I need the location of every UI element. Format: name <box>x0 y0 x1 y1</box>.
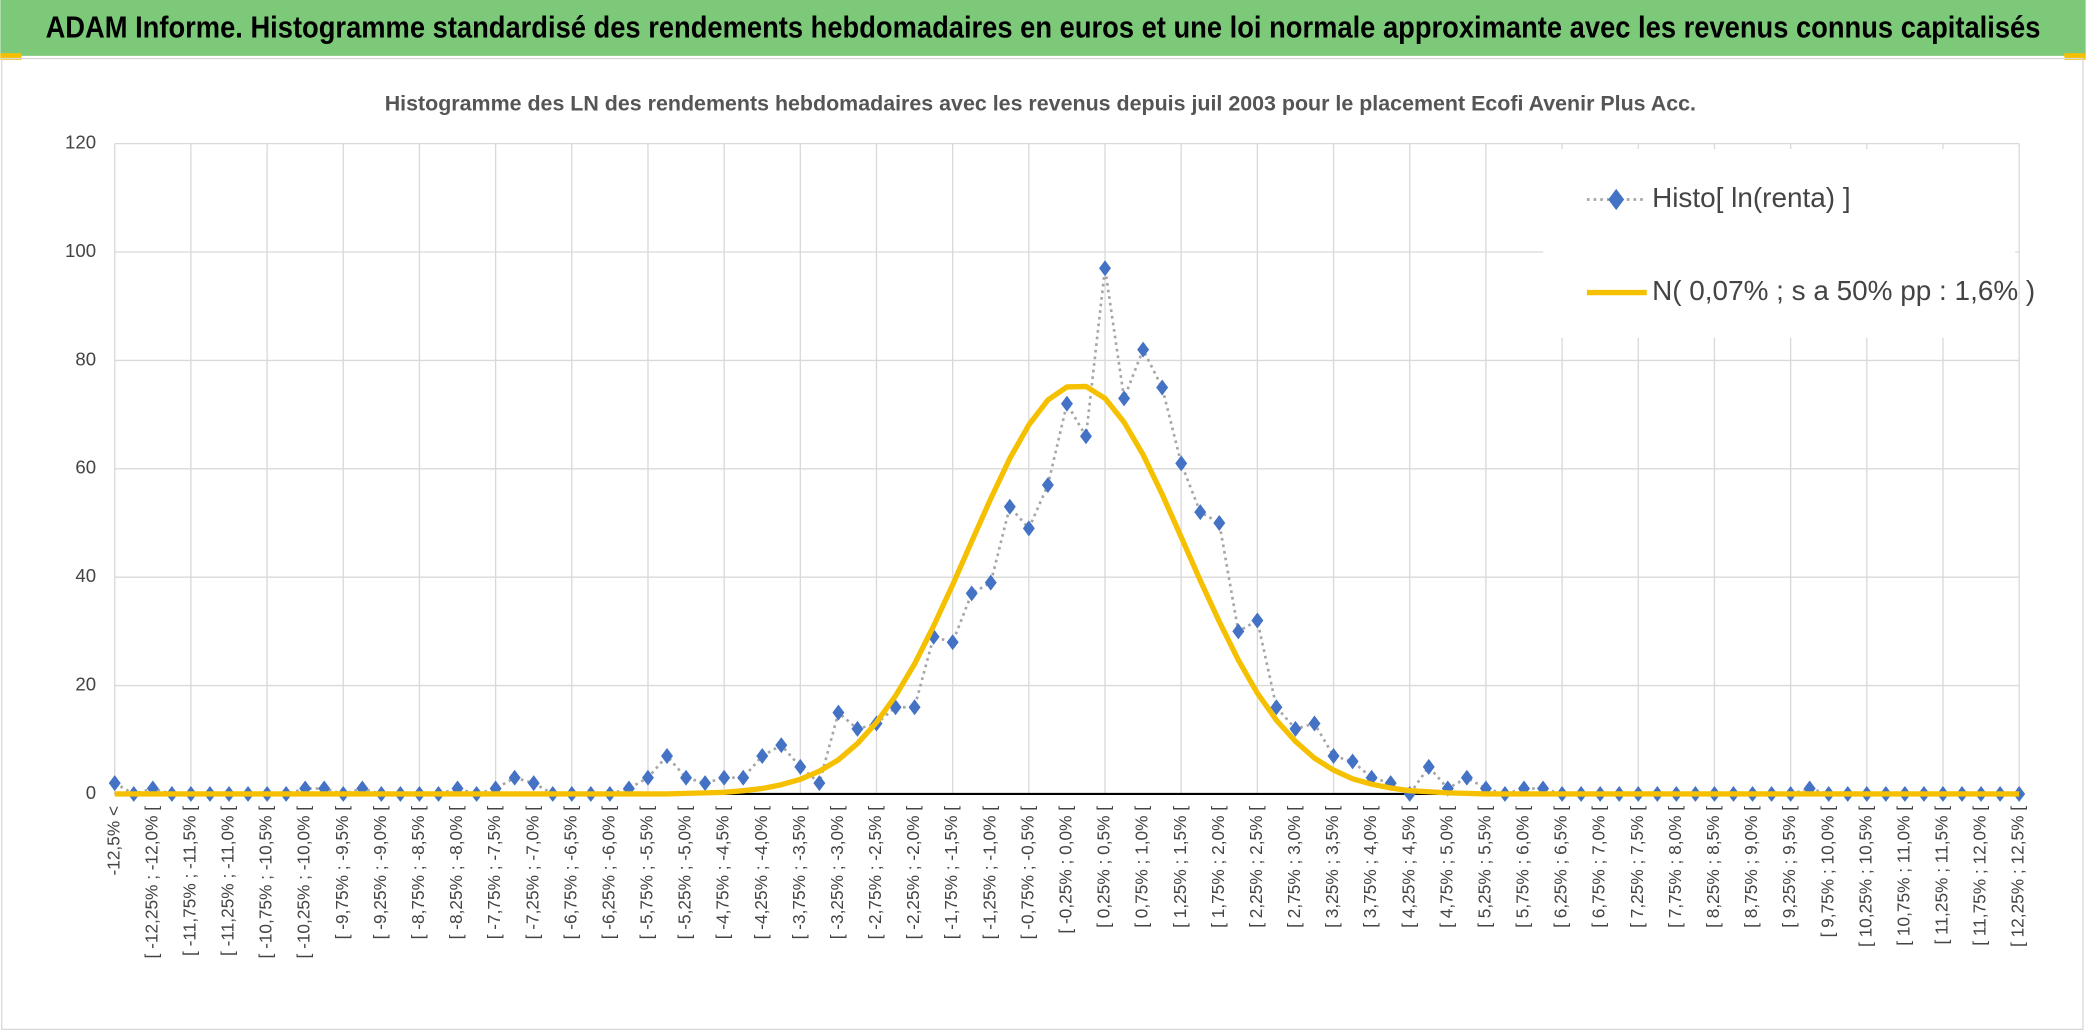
marker <box>775 737 788 754</box>
x-tick-label: [ -11,75% ; -11,5% [ <box>179 806 199 956</box>
x-tick-label: -12,5% < <box>103 806 123 876</box>
x-tick-label: [ 12,25% ; 12,5% [ <box>2008 806 2028 947</box>
header-band <box>0 0 2086 56</box>
y-tick-label: 60 <box>75 457 96 478</box>
x-tick-label: [ -3,75% ; -3,5% [ <box>789 806 809 940</box>
y-tick-label: 40 <box>75 565 96 586</box>
x-tick-label: [ -6,25% ; -6,0% [ <box>598 806 618 940</box>
marker <box>737 769 750 786</box>
header-accent <box>0 53 22 60</box>
x-tick-label: [ 6,75% ; 7,0% [ <box>1589 806 1609 928</box>
x-tick-label: [ -12,25% ; -12,0% [ <box>141 806 161 959</box>
x-tick-label: [ 2,25% ; 2,5% [ <box>1246 806 1266 928</box>
x-tick-label: [ -7,75% ; -7,5% [ <box>484 806 504 940</box>
marker <box>1460 769 1473 786</box>
x-tick-label: [ 4,75% ; 5,0% [ <box>1436 806 1456 928</box>
x-tick-label: [ 5,25% ; 5,5% [ <box>1474 806 1494 928</box>
x-tick-label: [ -2,75% ; -2,5% [ <box>865 806 885 940</box>
x-tick-label: [ -5,25% ; -5,0% [ <box>675 806 695 940</box>
x-tick-label: [ 10,75% ; 11,0% [ <box>1893 806 1913 946</box>
marker <box>1251 612 1264 629</box>
marker <box>813 775 826 792</box>
x-tick-label: [ -1,75% ; -1,5% [ <box>941 806 961 940</box>
marker <box>1327 748 1340 764</box>
chart-frame <box>1 57 2084 1031</box>
marker <box>1270 699 1283 716</box>
x-tick-label: [ 3,25% ; 3,5% [ <box>1322 806 1342 928</box>
x-tick-label: [ 6,25% ; 6,5% [ <box>1551 806 1571 928</box>
y-tick-label: 20 <box>75 673 96 694</box>
x-tick-label: [ 8,75% ; 9,0% [ <box>1741 806 1761 928</box>
marker <box>984 574 997 591</box>
marker <box>680 769 693 786</box>
plot-area: 0 20 40 60 80 100 120 -12,5% < [ -12,25% ; -12,0… <box>65 132 2035 959</box>
legend-label: Histo[ ln(renta) ] <box>1652 182 1851 213</box>
x-tick-label: [ -5,75% ; -5,5% [ <box>637 806 657 940</box>
x-tick-label: [ -0,25% ; 0,0% [ <box>1056 806 1076 934</box>
marker <box>1099 260 1112 277</box>
marker <box>1041 477 1054 494</box>
marker <box>946 634 959 651</box>
x-tick-label: [ 10,25% ; 10,5% [ <box>1855 806 1875 947</box>
marker <box>699 775 712 792</box>
x-tick-label: [ 1,75% ; 2,0% [ <box>1208 806 1228 928</box>
chart-title: Histogramme des LN des rendements hebdom… <box>385 92 1696 116</box>
x-tick-label: [ 3,75% ; 4,0% [ <box>1360 806 1380 928</box>
x-tick-label: [ -11,25% ; -11,0% [ <box>218 806 238 956</box>
legend-box <box>1543 148 2016 338</box>
x-tick-label: [ 2,75% ; 3,0% [ <box>1284 806 1304 928</box>
marker <box>1422 758 1435 775</box>
x-tick-label: [ -10,25% ; -10,0% [ <box>294 806 314 959</box>
x-tick-label: [ -1,25% ; -1,0% [ <box>979 806 999 940</box>
marker <box>1118 390 1131 407</box>
marker <box>1156 379 1169 396</box>
x-tick-label: [ -6,75% ; -6,5% [ <box>560 806 580 940</box>
marker <box>832 704 845 721</box>
x-tick-label: [ 7,75% ; 8,0% [ <box>1665 806 1685 928</box>
marker <box>527 775 540 792</box>
x-tick-label: [ 0,25% ; 0,5% [ <box>1094 806 1114 928</box>
x-tick-label: [ -2,25% ; -2,0% [ <box>903 806 923 940</box>
marker <box>1194 504 1207 521</box>
legend-label: N( 0,07% ; s a 50% pp : 1,6% ) <box>1652 275 2035 306</box>
series-line <box>114 383 2020 797</box>
y-tick-label: 80 <box>75 348 96 369</box>
y-tick-label: 0 <box>86 782 96 803</box>
x-tick-label: [ 7,25% ; 7,5% [ <box>1627 806 1647 928</box>
x-tick-label: [ -8,25% ; -8,0% [ <box>446 806 466 940</box>
x-tick-label: [ -9,75% ; -9,5% [ <box>332 806 352 940</box>
x-tick-label: [ -4,75% ; -4,5% [ <box>713 806 733 940</box>
marker <box>1175 455 1188 472</box>
x-tick-label: [ -4,25% ; -4,0% [ <box>751 806 771 940</box>
x-tick-label: [ -7,25% ; -7,0% [ <box>522 806 542 940</box>
x-tick-label: [ 11,75% ; 12,0% [ <box>1970 806 1990 946</box>
x-tick-label: [ 4,25% ; 4,5% [ <box>1398 806 1418 928</box>
x-tick-label: [ -9,25% ; -9,0% [ <box>370 806 390 940</box>
marker <box>908 699 921 716</box>
x-tick-label: [ 8,25% ; 8,5% [ <box>1703 806 1723 928</box>
marker <box>1022 520 1035 537</box>
header-accent <box>2064 53 2086 60</box>
marker <box>718 769 731 786</box>
header-title: ADAM Informe. Histogramme standardisé de… <box>46 10 2041 44</box>
x-tick-label: [ 1,25% ; 1,5% [ <box>1170 806 1190 928</box>
x-tick-label: [ 9,75% ; 10,0% [ <box>1817 806 1837 938</box>
marker <box>1137 341 1150 358</box>
marker <box>1308 715 1321 732</box>
y-tick-label: 100 <box>65 240 96 261</box>
marker <box>1060 395 1073 412</box>
x-tick-label: [ 11,25% ; 11,5% [ <box>1932 806 1952 945</box>
x-tick-label: [ -0,75% ; -0,5% [ <box>1017 806 1037 940</box>
x-tick-label: [ -10,75% ; -10,5% [ <box>256 806 276 959</box>
x-tick-label: [ 9,25% ; 9,5% [ <box>1779 806 1799 928</box>
x-tick-label: [ 5,75% ; 6,0% [ <box>1513 806 1533 928</box>
y-tick-label: 120 <box>65 132 96 153</box>
x-tick-label: [ -8,75% ; -8,5% [ <box>408 806 428 940</box>
x-tick-label: [ 0,75% ; 1,0% [ <box>1132 806 1152 928</box>
x-tick-label: [ -3,25% ; -3,0% [ <box>827 806 847 940</box>
